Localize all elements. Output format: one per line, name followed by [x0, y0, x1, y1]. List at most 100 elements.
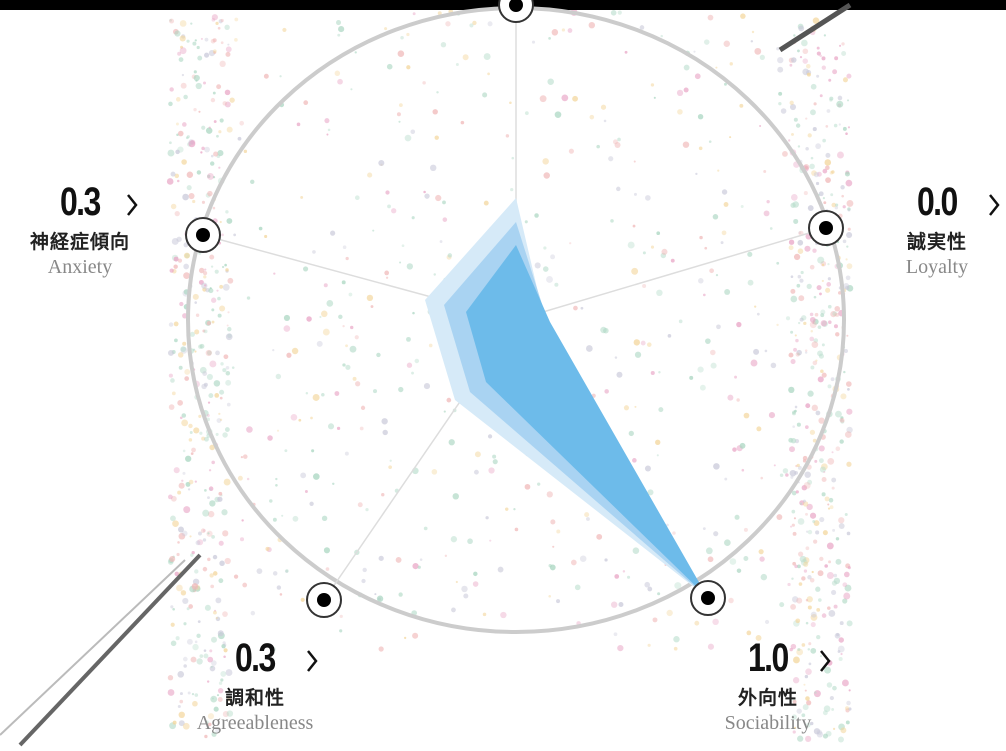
- particle: [542, 266, 549, 272]
- particle: [804, 689, 807, 692]
- particle: [842, 598, 848, 604]
- particle: [736, 568, 742, 573]
- trait-label[interactable]: 0.3 神経症傾向 Anxiety: [0, 180, 160, 279]
- particle: [411, 371, 414, 375]
- particle: [195, 82, 202, 90]
- particle: [192, 41, 197, 46]
- chevron-icon: [989, 194, 1000, 216]
- particle: [713, 463, 720, 470]
- particle: [197, 55, 203, 61]
- particle: [829, 695, 834, 701]
- particle: [674, 582, 682, 590]
- particle: [819, 556, 824, 562]
- particle: [805, 403, 811, 409]
- particle: [218, 130, 222, 134]
- particle: [212, 175, 216, 179]
- particle: [845, 275, 851, 281]
- particle: [219, 305, 226, 312]
- particle: [210, 265, 214, 268]
- particle: [769, 227, 773, 230]
- particle: [189, 535, 192, 538]
- particle: [656, 289, 663, 297]
- particle: [810, 83, 817, 90]
- particle: [169, 18, 172, 22]
- particle: [487, 21, 493, 27]
- particle: [184, 369, 191, 375]
- particle: [497, 566, 504, 573]
- particle: [835, 558, 842, 565]
- particle: [556, 529, 561, 534]
- particle: [617, 644, 624, 652]
- particle: [225, 669, 233, 676]
- particle: [828, 78, 832, 82]
- particle: [804, 351, 808, 354]
- particle: [790, 525, 793, 528]
- particle: [824, 496, 830, 502]
- particle: [751, 30, 755, 34]
- particle: [215, 350, 220, 356]
- particle: [246, 296, 251, 300]
- trait-label[interactable]: 1.0 外向性 Sociability: [688, 636, 848, 735]
- particle: [169, 268, 174, 273]
- particle: [574, 584, 581, 591]
- particle: [223, 478, 231, 486]
- particle: [202, 538, 207, 542]
- trait-name-ja: 神経症傾向: [29, 231, 130, 253]
- particle: [709, 268, 714, 274]
- particle: [220, 18, 224, 23]
- particle: [728, 597, 734, 604]
- particle: [170, 515, 176, 522]
- particle: [658, 407, 664, 413]
- particle: [811, 341, 819, 348]
- particle: [203, 284, 207, 287]
- particle: [275, 484, 278, 487]
- particle: [321, 515, 328, 522]
- particle: [699, 384, 706, 391]
- particle: [381, 493, 385, 497]
- particle: [406, 263, 414, 270]
- particle: [225, 46, 232, 53]
- particle: [222, 611, 228, 617]
- particle: [267, 435, 273, 441]
- particle: [846, 199, 854, 207]
- particle: [813, 171, 820, 178]
- particle: [623, 405, 630, 411]
- particle: [776, 261, 780, 265]
- particle: [367, 172, 373, 178]
- particle: [805, 512, 808, 516]
- particle: [572, 95, 578, 102]
- particle: [843, 592, 851, 600]
- particle: [666, 609, 673, 617]
- particle: [202, 270, 208, 276]
- particle: [170, 203, 177, 210]
- particle: [806, 72, 811, 77]
- particle: [463, 593, 469, 599]
- particle: [489, 539, 492, 542]
- particle: [673, 646, 678, 651]
- particle: [844, 285, 850, 291]
- particle: [202, 529, 206, 532]
- particle: [269, 499, 273, 503]
- particle: [378, 646, 384, 652]
- particle: [820, 320, 827, 327]
- particle: [632, 547, 640, 555]
- particle: [824, 666, 832, 674]
- particle: [807, 605, 812, 610]
- trait-label[interactable]: 0.3 調和性 Agreeableness: [175, 636, 335, 735]
- particle: [219, 389, 225, 395]
- particle: [795, 338, 799, 343]
- particle: [285, 569, 289, 573]
- trait-name-en: Loyalty: [905, 256, 969, 278]
- particle: [337, 78, 343, 85]
- particle: [208, 469, 212, 472]
- particle: [234, 17, 239, 22]
- particle: [813, 728, 821, 735]
- particle: [539, 95, 547, 103]
- trait-label[interactable]: 0.0 誠実性 Loyalty: [857, 180, 1006, 279]
- particle: [448, 439, 455, 446]
- particle: [217, 150, 224, 157]
- particle: [211, 731, 217, 737]
- particle: [779, 602, 785, 608]
- particle: [799, 56, 803, 59]
- particle: [816, 46, 820, 50]
